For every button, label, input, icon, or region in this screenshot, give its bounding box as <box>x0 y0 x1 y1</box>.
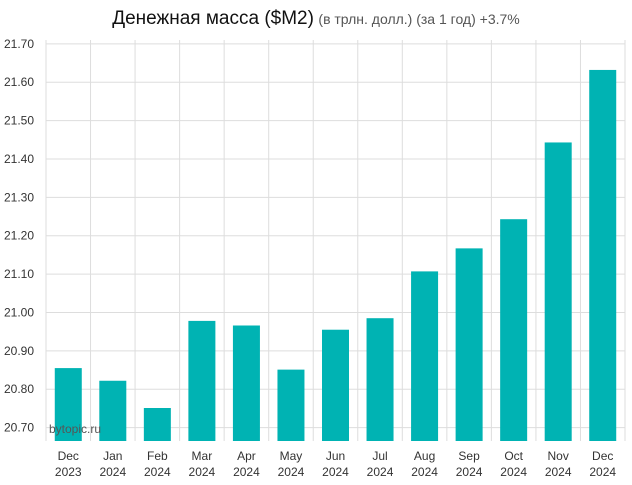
y-tick-label: 20.90 <box>4 344 34 358</box>
x-tick-label-month: Sep <box>458 449 480 463</box>
x-tick-label-month: Jul <box>372 449 387 463</box>
y-tick-label: 21.60 <box>4 75 34 89</box>
bar <box>500 219 528 441</box>
x-tick-label-month: Feb <box>147 449 168 463</box>
chart-subtitle: (в трлн. долл.) (за 1 год) +3.7% <box>318 11 520 27</box>
bar <box>589 69 617 442</box>
y-tick-label: 21.30 <box>4 190 34 204</box>
y-tick-label: 21.10 <box>4 267 34 281</box>
x-tick-label-month: Nov <box>548 449 569 463</box>
x-tick-label-month: Jun <box>326 449 345 463</box>
x-tick-label-month: Apr <box>237 449 256 463</box>
x-tick-label-year: 2024 <box>322 465 349 479</box>
bar <box>99 380 127 441</box>
y-tick-label: 21.50 <box>4 114 34 128</box>
y-tick-label: 21.20 <box>4 229 34 243</box>
bar <box>455 248 483 441</box>
x-tick-label-year: 2024 <box>456 465 483 479</box>
x-tick-label-year: 2023 <box>55 465 82 479</box>
y-tick-label: 21.00 <box>4 305 34 319</box>
bar <box>54 368 82 441</box>
x-tick-label-year: 2024 <box>144 465 171 479</box>
y-tick-label: 21.40 <box>4 152 34 166</box>
x-tick-label-year: 2024 <box>545 465 572 479</box>
x-tick-label-month: Aug <box>414 449 435 463</box>
x-tick-label-month: May <box>280 449 303 463</box>
x-tick-label-year: 2024 <box>589 465 616 479</box>
y-tick-label: 21.70 <box>4 37 34 51</box>
chart-title: Денежная масса ($M2) (в трлн. долл.) (за… <box>0 8 632 30</box>
x-tick-label-month: Jan <box>103 449 122 463</box>
bar <box>277 369 305 441</box>
x-tick-label-year: 2024 <box>278 465 305 479</box>
x-tick-label-month: Oct <box>504 449 523 463</box>
x-tick-label-month: Mar <box>192 449 213 463</box>
x-tick-label-year: 2024 <box>189 465 216 479</box>
watermark: bytopic.ru <box>49 422 101 436</box>
bar <box>143 407 171 441</box>
x-tick-label-year: 2024 <box>233 465 260 479</box>
bar <box>322 329 349 441</box>
bar <box>366 318 394 441</box>
bar <box>411 271 439 441</box>
chart-title-main: Денежная масса ($M2) <box>112 8 314 29</box>
x-tick-label-month: Dec <box>592 449 613 463</box>
x-tick-label-month: Dec <box>58 449 79 463</box>
bar <box>544 142 572 441</box>
x-tick-label-year: 2024 <box>367 465 394 479</box>
x-tick-label-year: 2024 <box>99 465 126 479</box>
y-tick-label: 20.80 <box>4 382 34 396</box>
bar <box>232 325 260 441</box>
x-tick-label-year: 2024 <box>411 465 438 479</box>
x-tick-label-year: 2024 <box>500 465 527 479</box>
bar <box>188 320 216 441</box>
y-tick-label: 20.70 <box>4 421 34 435</box>
